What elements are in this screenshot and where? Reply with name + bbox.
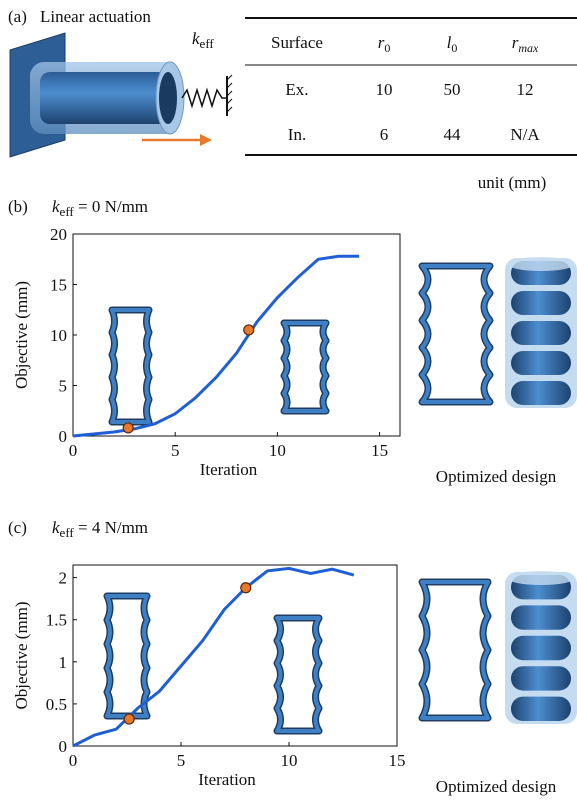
table-cell: In.: [288, 125, 306, 144]
highlight-point: [123, 423, 133, 433]
subscript: 0: [384, 41, 390, 55]
y-tick-label: 0: [59, 427, 68, 446]
cylinder-ring: [511, 321, 571, 345]
y-tick-label: 5: [59, 377, 68, 396]
x-tick-label: 10: [269, 441, 286, 460]
plot-frame: [73, 234, 400, 436]
caption: Optimized design: [436, 777, 557, 796]
subscript: eff: [60, 204, 75, 219]
spring-label: keff: [192, 29, 214, 51]
y-tick-label: 0: [59, 737, 68, 756]
title-rest: = 4 N/mm: [74, 518, 148, 537]
table-cell: 10: [376, 80, 393, 99]
cylinder-top: [507, 571, 575, 585]
cylinder-top: [507, 257, 575, 271]
panel-label: (b): [8, 197, 28, 216]
parameter-table: Surface r0 l0 rmax Ex. 10 50 12 In. 6 44…: [245, 18, 577, 192]
table-cell: 12: [517, 80, 534, 99]
table-header: rmax: [512, 33, 539, 55]
y-tick-label: 2: [59, 569, 68, 588]
y-tick-label: 20: [50, 225, 67, 244]
table-header: l0: [447, 33, 458, 55]
y-axis-label: Objective (mm): [12, 281, 31, 389]
table-header: Surface: [271, 33, 323, 52]
table-cell: 44: [444, 125, 462, 144]
shape-inset: [107, 596, 147, 716]
title-rest: = 0 N/mm: [74, 197, 148, 216]
x-axis-label: Iteration: [198, 770, 256, 789]
panel-title: Linear actuation: [40, 7, 151, 26]
shape-inset: [422, 266, 490, 402]
cylinder-ring: [511, 605, 571, 629]
subscript: eff: [60, 525, 75, 540]
x-tick-label: 0: [69, 441, 78, 460]
cylinder-ring: [511, 291, 571, 315]
cylinder-ring: [511, 666, 571, 690]
x-tick-label: 15: [389, 751, 406, 770]
x-tick-label: 10: [281, 751, 298, 770]
highlight-point: [244, 325, 254, 335]
chart-title: keff = 0 N/mm: [52, 197, 148, 219]
panel-label: (c): [8, 518, 27, 537]
highlight-point: [241, 583, 251, 593]
y-tick-label: 10: [50, 326, 67, 345]
shape-inset: [112, 310, 149, 422]
subscript: max: [518, 41, 539, 55]
shape-inset: [422, 582, 488, 718]
x-tick-label: 5: [177, 751, 186, 770]
y-tick-label: 1.5: [46, 611, 67, 630]
caption: Optimized design: [436, 467, 557, 486]
cylinder-ring: [511, 636, 571, 660]
x-tick-label: 0: [69, 751, 78, 770]
table-cell: Ex.: [285, 80, 308, 99]
shape-inset: [422, 266, 490, 402]
actuator-illustration: [10, 33, 232, 157]
panel-label: (a): [8, 7, 27, 26]
x-tick-label: 15: [371, 441, 388, 460]
cylinder-ring: [511, 351, 571, 375]
table-cell: 50: [444, 80, 461, 99]
shape-inset: [422, 582, 488, 718]
chart-title: keff = 4 N/mm: [52, 518, 148, 540]
cylinder-ring: [511, 381, 571, 405]
shape-inset: [277, 618, 319, 731]
table-header: r0: [378, 33, 391, 55]
y-axis-label: Objective (mm): [12, 601, 31, 709]
subscript: eff: [200, 36, 215, 51]
y-tick-label: 15: [50, 276, 67, 295]
table-cell: 6: [380, 125, 389, 144]
highlight-point: [124, 714, 134, 724]
x-tick-label: 5: [171, 441, 180, 460]
cylinder-ring: [511, 697, 571, 721]
x-axis-label: Iteration: [200, 460, 258, 479]
shape-inset: [284, 323, 326, 411]
y-tick-label: 1: [59, 653, 68, 672]
y-tick-label: 0.5: [46, 695, 67, 714]
table-note: unit (mm): [478, 173, 546, 192]
subscript: 0: [451, 41, 457, 55]
figure: (a) Linear actuation keff Surface r0 l0 …: [0, 0, 577, 804]
table-cell: N/A: [510, 125, 540, 144]
